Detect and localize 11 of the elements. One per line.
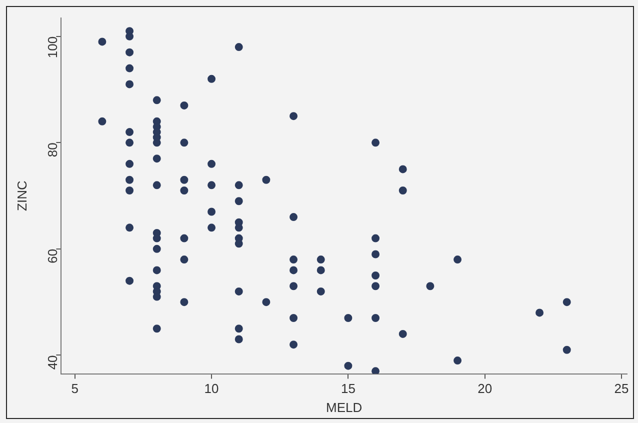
- x-tick-label: 25: [614, 381, 629, 396]
- y-tick-label: 40: [44, 355, 60, 370]
- x-tick-label: 5: [71, 381, 78, 396]
- x-tick-label: 15: [340, 381, 356, 396]
- y-tick-label: 80: [44, 142, 60, 158]
- y-axis-title: ZINC: [14, 180, 30, 211]
- x-tick-label: 10: [204, 381, 219, 396]
- x-tick-label: 20: [478, 381, 492, 396]
- x-axis-title: MELD: [326, 400, 362, 415]
- y-tick-label: 60: [44, 248, 60, 264]
- y-tick-label: 100: [44, 36, 60, 58]
